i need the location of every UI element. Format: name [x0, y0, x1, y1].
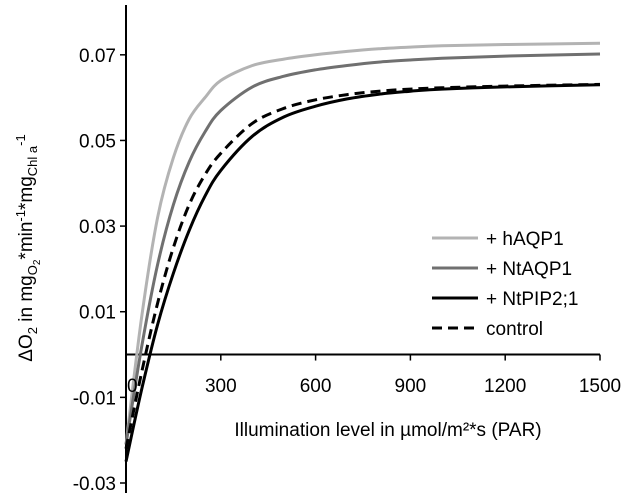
- y-tick-label: 0.05: [79, 131, 116, 152]
- x-tick-label: 0: [127, 376, 138, 397]
- tick-labels: -0.03 -0.01 0.01 0.03 0.05 0.07 0 300 600 900 1200…: [73, 46, 621, 495]
- series-line-3: [124, 83, 601, 462]
- x-axis-title: Illumination level in µmol/m²*s (PAR): [234, 420, 541, 441]
- legend-label: control: [486, 319, 543, 340]
- y-tick-label: -0.03: [73, 474, 116, 495]
- y-tick-label: -0.01: [73, 388, 116, 409]
- y-tick-label: 0.07: [79, 46, 116, 67]
- x-tick-label: 1500: [579, 376, 621, 397]
- y-tick-label: 0.01: [79, 303, 116, 324]
- legend-label: + hAQP1: [486, 229, 564, 250]
- series-line-1: [124, 41, 601, 445]
- series-line-4: [124, 82, 601, 449]
- x-tick-label: 900: [395, 376, 427, 397]
- series-line-2: [124, 52, 601, 445]
- series-layer: [124, 41, 601, 462]
- y-axis-title: ΔO2 in mgO2*min-1*mgChl a-1: [13, 134, 43, 361]
- x-tick-label: 300: [205, 376, 237, 397]
- legend-label: + NtAQP1: [486, 259, 572, 280]
- x-tick-label: 1200: [484, 376, 526, 397]
- y-axis-title-text: ΔO2 in mgO2*min-1*mgChl a-1: [13, 134, 43, 361]
- legend: + hAQP1 + NtAQP1 + NtPIP2;1 control: [432, 229, 578, 340]
- legend-label: + NtPIP2;1: [486, 289, 578, 310]
- axes: [120, 5, 601, 493]
- x-tick-label: 600: [300, 376, 332, 397]
- y-tick-label: 0.03: [79, 217, 116, 238]
